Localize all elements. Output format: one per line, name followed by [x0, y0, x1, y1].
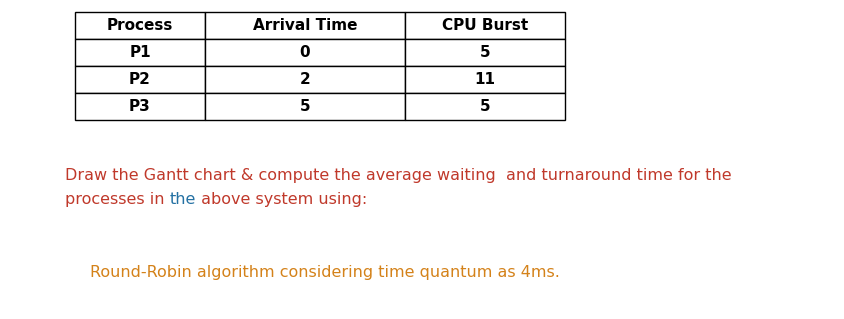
Text: P2: P2: [129, 72, 151, 87]
Text: 11: 11: [474, 72, 495, 87]
Bar: [405, 93, 565, 120]
Text: processes in: processes in: [65, 192, 170, 207]
Bar: [405, 66, 565, 93]
Text: Draw the Gantt chart & compute the average waiting  and turnaround time for the: Draw the Gantt chart & compute the avera…: [65, 168, 732, 183]
Text: 5: 5: [479, 99, 490, 114]
Bar: [205, 12, 405, 39]
Text: 5: 5: [300, 99, 311, 114]
Bar: [405, 39, 565, 66]
Bar: [75, 93, 205, 120]
Bar: [205, 93, 405, 120]
Text: the: the: [170, 192, 196, 207]
Bar: [75, 66, 205, 93]
Text: CPU Burst: CPU Burst: [442, 18, 528, 33]
Text: P3: P3: [129, 99, 151, 114]
Text: Round-Robin algorithm considering time quantum as 4ms.: Round-Robin algorithm considering time q…: [90, 265, 560, 280]
Bar: [75, 12, 205, 39]
Text: P1: P1: [129, 45, 151, 60]
Bar: [75, 39, 205, 66]
Text: 0: 0: [300, 45, 311, 60]
Bar: [405, 12, 565, 39]
Bar: [205, 39, 405, 66]
Text: above system using:: above system using:: [196, 192, 367, 207]
Bar: [205, 66, 405, 93]
Text: 2: 2: [300, 72, 311, 87]
Text: 5: 5: [479, 45, 490, 60]
Text: Process: Process: [107, 18, 173, 33]
Text: Arrival Time: Arrival Time: [252, 18, 357, 33]
